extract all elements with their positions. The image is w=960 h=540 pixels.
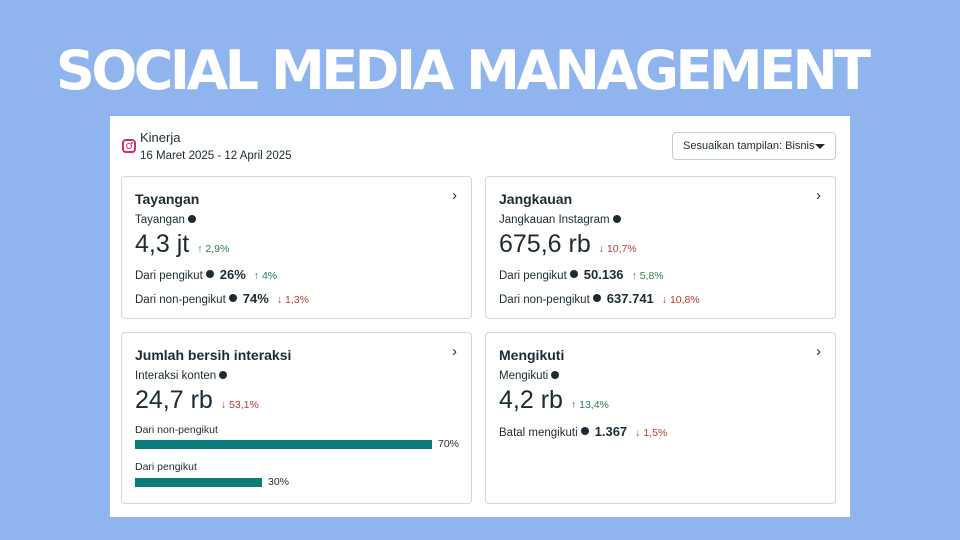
info-icon[interactable] [205,270,214,278]
bar-label-followers: Dari pengikut [135,461,197,473]
performance-panel: Kinerja 16 Maret 2025 - 12 April 2025 Se… [110,116,850,517]
down-arrow-icon: ↓ [276,294,283,306]
views-card[interactable]: Tayangan › Tayangan 4,3 jt ↑ 2,9% Dari p… [121,176,472,319]
metric-value: 4,2 rb [499,386,563,414]
info-icon[interactable] [612,214,621,223]
caret-down-icon [815,144,825,149]
down-arrow-icon: ↓ [220,399,227,411]
panel-header: Kinerja 16 Maret 2025 - 12 April 2025 Se… [122,128,838,168]
down-arrow-icon: ↓ [661,294,668,306]
metric-label: Mengikuti [499,370,560,382]
metric-label: Interaksi konten [135,370,228,382]
progress-bar-nonfollowers [135,440,432,449]
followers-row: Dari pengikut 50.136 ↑ 5,8% [499,267,664,282]
info-icon[interactable] [228,294,237,302]
metric-value: 4,3 jt [135,230,190,258]
metric-delta: ↓ 10,7% [598,243,637,255]
reach-card[interactable]: Jangkauan › Jangkauan Instagram 675,6 rb… [485,176,836,319]
up-arrow-icon: ↑ [197,243,203,255]
unfollow-row: Batal mengikuti 1.367 ↓ 1,5% [499,424,668,439]
metric-label: Jangkauan Instagram [499,214,621,226]
panel-title: Kinerja [140,130,181,145]
card-title: Jumlah bersih interaksi [135,347,292,363]
metric-value-row: 4,2 rb ↑ 13,4% [499,386,609,415]
hero-title: SOCIAL MEDIA MANAGEMENT [56,39,871,102]
info-icon[interactable] [569,270,578,278]
metric-value: 675,6 rb [499,230,591,258]
card-title: Jangkauan [499,191,573,207]
up-arrow-icon: ↑ [631,270,637,282]
info-icon[interactable] [219,370,228,379]
metric-value-row: 24,7 rb ↓ 53,1% [135,386,259,415]
info-icon[interactable] [580,427,589,435]
metric-delta: ↓ 53,1% [220,399,259,411]
up-arrow-icon: ↑ [253,270,260,282]
progress-bar-followers [135,478,262,487]
metric-label: Tayangan [135,214,196,226]
date-range: 16 Maret 2025 - 12 April 2025 [140,150,292,162]
bar-label-nonfollowers: Dari non-pengikut [135,424,218,436]
chevron-right-icon[interactable]: › [452,187,457,204]
up-arrow-icon: ↑ [570,399,577,411]
chevron-right-icon[interactable]: › [452,343,457,360]
info-icon[interactable] [592,294,601,302]
card-title: Mengikuti [499,347,565,363]
follows-card[interactable]: Mengikuti › Mengikuti 4,2 rb ↑ 13,4% Bat… [485,332,836,504]
info-icon[interactable] [551,370,560,379]
view-select-dropdown[interactable]: Sesuaikan tampilan: Bisnis [672,132,836,160]
metric-value-row: 675,6 rb ↓ 10,7% [499,230,637,259]
instagram-icon [122,139,136,153]
chevron-right-icon[interactable]: › [816,187,821,204]
nonfollowers-row: Dari non-pengikut 74% ↓ 1,3% [135,291,309,306]
nonfollowers-row: Dari non-pengikut 637.741 ↓ 10,8% [499,291,700,306]
interactions-card[interactable]: Jumlah bersih interaksi › Interaksi kont… [121,332,472,504]
bar-pct-followers: 30% [268,476,290,488]
metric-delta: ↑ 2,9% [197,243,230,255]
followers-row: Dari pengikut 26% ↑ 4% [135,267,278,282]
chevron-right-icon[interactable]: › [816,343,821,360]
card-title: Tayangan [135,191,200,207]
metric-value-row: 4,3 jt ↑ 2,9% [135,230,229,259]
bar-pct-nonfollowers: 70% [438,438,460,450]
info-icon[interactable] [187,214,196,223]
down-arrow-icon: ↓ [598,243,604,255]
metric-delta: ↑ 13,4% [570,399,609,411]
metric-value: 24,7 rb [135,386,213,414]
down-arrow-icon: ↓ [635,427,641,439]
view-select-label: Sesuaikan tampilan: Bisnis [683,140,815,152]
